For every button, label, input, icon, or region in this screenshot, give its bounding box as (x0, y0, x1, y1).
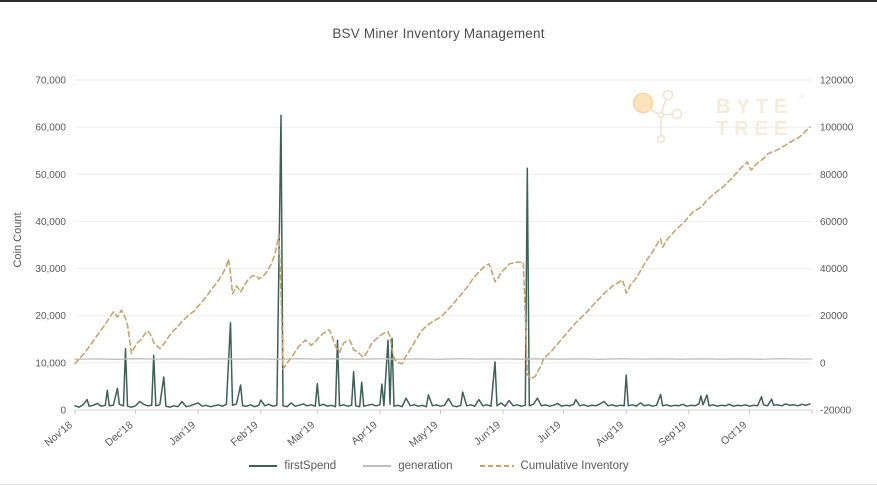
y-axis-tick-label-right: 60000 (820, 217, 848, 228)
legend-swatch-generation (363, 465, 392, 467)
legend-item-generation: generation (362, 460, 453, 472)
y-axis-tick-label-left: 10,000 (35, 358, 66, 369)
bytetree-text-tree: TREE (716, 118, 793, 140)
grid-layer (75, 79, 812, 411)
legend-label-generation: generation (398, 460, 453, 472)
y-axis-tick-label-left: 20,000 (35, 311, 66, 322)
chart-legend: firstSpend generation Cumulative Invento… (0, 460, 877, 472)
y-axis-tick-label-right: 80000 (820, 170, 848, 181)
x-axis-tick-label: Mar'19 (285, 419, 317, 449)
y-axis-tick-label-left: 30,000 (35, 264, 66, 275)
y-axis-tick-label-right: 40000 (820, 264, 848, 275)
y-axis-tick-label-right: -20000 (820, 406, 852, 417)
y-axis-tick-label-left: 50,000 (35, 170, 66, 181)
legend-item-firstspend: firstSpend (248, 460, 336, 472)
y-axis-tick-label-right: 100000 (820, 123, 854, 134)
y-axis-tick-label-left: 0 (60, 406, 66, 417)
legend-label-firstspend: firstSpend (284, 460, 337, 472)
y-axis-tick-label-left: 70,000 (35, 76, 66, 87)
legend-label-cumulative-inventory: Cumulative Inventory (520, 460, 629, 472)
legend-swatch-cumulative-inventory (479, 465, 514, 467)
legend-swatch-firstspend (249, 465, 278, 467)
x-axis-tick-label: Dec'18 (103, 419, 136, 449)
x-axis-tick-label: Jun'19 (472, 419, 503, 448)
x-axis-tick-label: Sep'19 (656, 419, 689, 449)
y-axis-tick-label-left: 60,000 (35, 123, 66, 134)
x-axis-tick-label: Nov'18 (42, 419, 75, 449)
y-axis-tick-label-left: 40,000 (35, 217, 66, 228)
x-axis-tick-label: Jan'19 (167, 419, 198, 448)
x-axis-tick-label: Aug'19 (594, 419, 627, 449)
registered-trademark-icon: ® (799, 92, 805, 101)
bytetree-text-byte: BYTE (716, 96, 793, 118)
bytetree-watermark: BYTE TREE ® (632, 89, 805, 144)
series-line-cumulative-inventory (74, 126, 811, 380)
series-line-firstspend (74, 114, 811, 408)
x-axis-tick-label: Jul'19 (535, 419, 564, 446)
y-axis-tick-label-right: 0 (820, 358, 826, 369)
bytetree-logo-icon (632, 89, 683, 144)
x-axis-tick-label: Oct'19 (719, 419, 750, 448)
series-layer (74, 114, 813, 408)
series-line-generation (74, 358, 813, 360)
x-axis-tick-label: Feb'19 (229, 419, 261, 449)
chart-title: BSV Miner Inventory Management (332, 26, 545, 41)
x-axis-tick-label: Apr'19 (349, 419, 380, 448)
y-axis-tick-label-right: 20000 (820, 311, 848, 322)
x-axis-tick-label: May'19 (407, 419, 441, 450)
y-axis-tick-label-right: 120000 (820, 76, 854, 87)
legend-item-cumulative-inventory: Cumulative Inventory (479, 460, 629, 472)
